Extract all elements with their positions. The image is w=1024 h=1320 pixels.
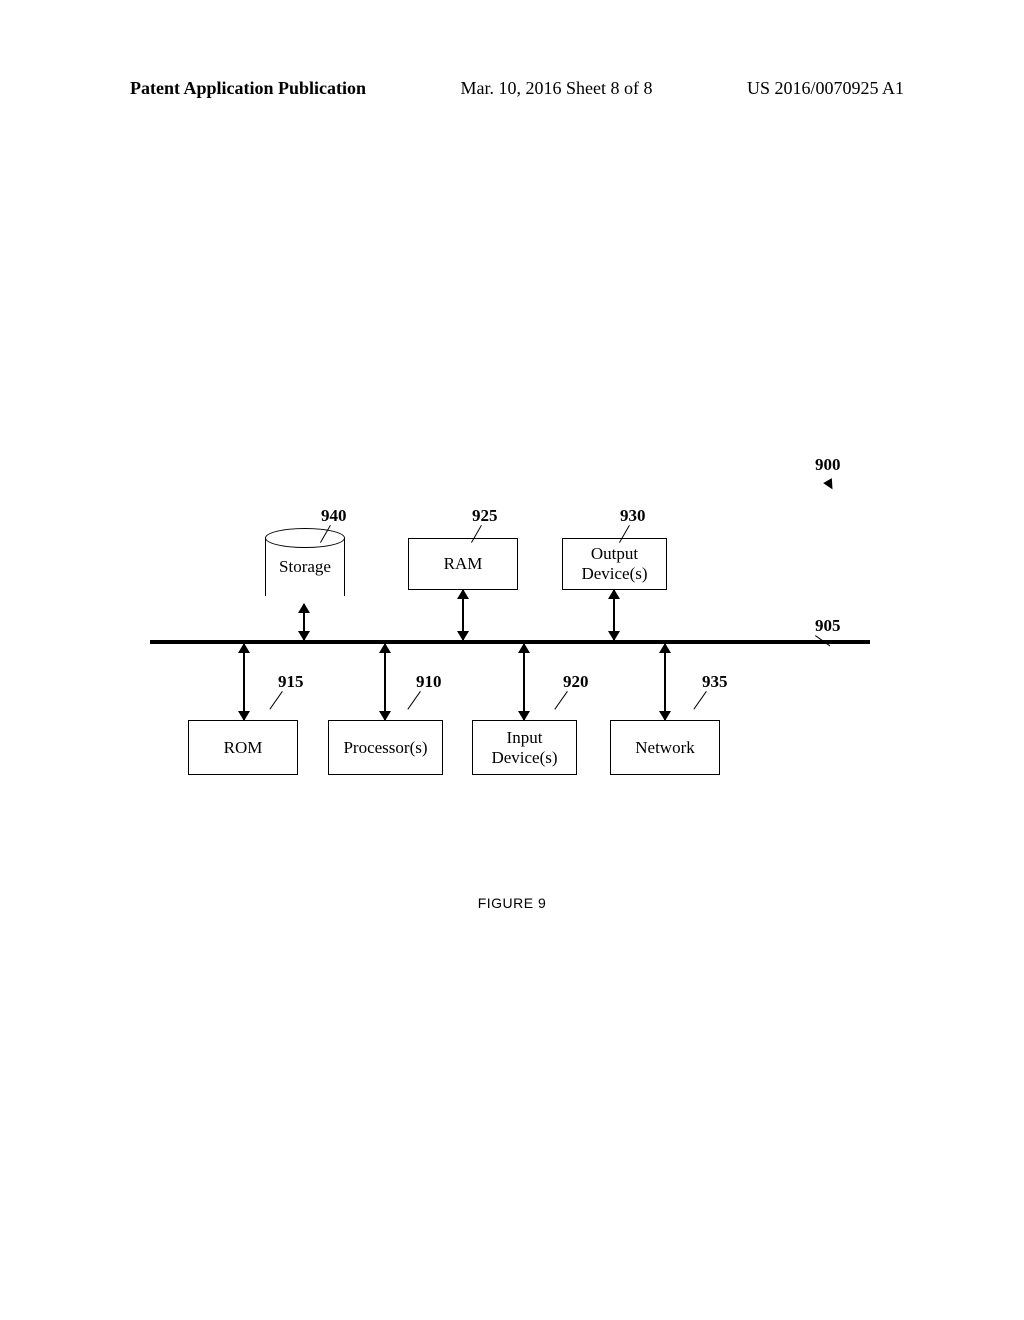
header-mid: Mar. 10, 2016 Sheet 8 of 8	[461, 78, 653, 99]
ref-system: 900	[815, 455, 841, 475]
bus-line	[150, 640, 870, 644]
node-input-label: Input Device(s)	[491, 728, 557, 767]
header-left: Patent Application Publication	[130, 78, 366, 99]
page-header: Patent Application Publication Mar. 10, …	[130, 78, 904, 99]
arrow-ram-bus	[462, 590, 464, 640]
ref-bus: 905	[815, 616, 841, 636]
page: Patent Application Publication Mar. 10, …	[0, 0, 1024, 1320]
leader-network	[693, 691, 706, 710]
node-network: Network	[610, 720, 720, 775]
node-output: Output Device(s)	[562, 538, 667, 590]
arrow-output-bus	[613, 590, 615, 640]
ref-network: 935	[702, 672, 728, 692]
node-processor: Processor(s)	[328, 720, 443, 775]
ref-storage: 940	[321, 506, 347, 526]
node-ram-label: RAM	[444, 554, 483, 574]
header-right: US 2016/0070925 A1	[747, 78, 904, 99]
node-output-label: Output Device(s)	[581, 544, 647, 583]
node-rom-label: ROM	[224, 738, 263, 758]
arrow-storage-bus	[303, 604, 305, 640]
node-network-label: Network	[635, 738, 694, 758]
node-processor-label: Processor(s)	[343, 738, 427, 758]
ref-ram: 925	[472, 506, 498, 526]
figure-caption: FIGURE 9	[0, 895, 1024, 911]
system-diagram: 900 905 Storage 940 RAM 925 Output Devic…	[150, 440, 870, 830]
arrow-rom-bus	[243, 644, 245, 720]
arrow-net-bus	[664, 644, 666, 720]
node-storage: Storage	[265, 528, 345, 606]
node-rom: ROM	[188, 720, 298, 775]
arrow-input-bus	[523, 644, 525, 720]
ref-input: 920	[563, 672, 589, 692]
arrow-proc-bus	[384, 644, 386, 720]
leader-input	[554, 691, 567, 710]
node-ram: RAM	[408, 538, 518, 590]
leader-processor	[407, 691, 420, 710]
ref-processor: 910	[416, 672, 442, 692]
ref-output: 930	[620, 506, 646, 526]
node-input: Input Device(s)	[472, 720, 577, 775]
cyl-top	[265, 528, 345, 548]
ref-rom: 915	[278, 672, 304, 692]
ref-system-arrow	[823, 478, 837, 492]
leader-rom	[269, 691, 282, 710]
